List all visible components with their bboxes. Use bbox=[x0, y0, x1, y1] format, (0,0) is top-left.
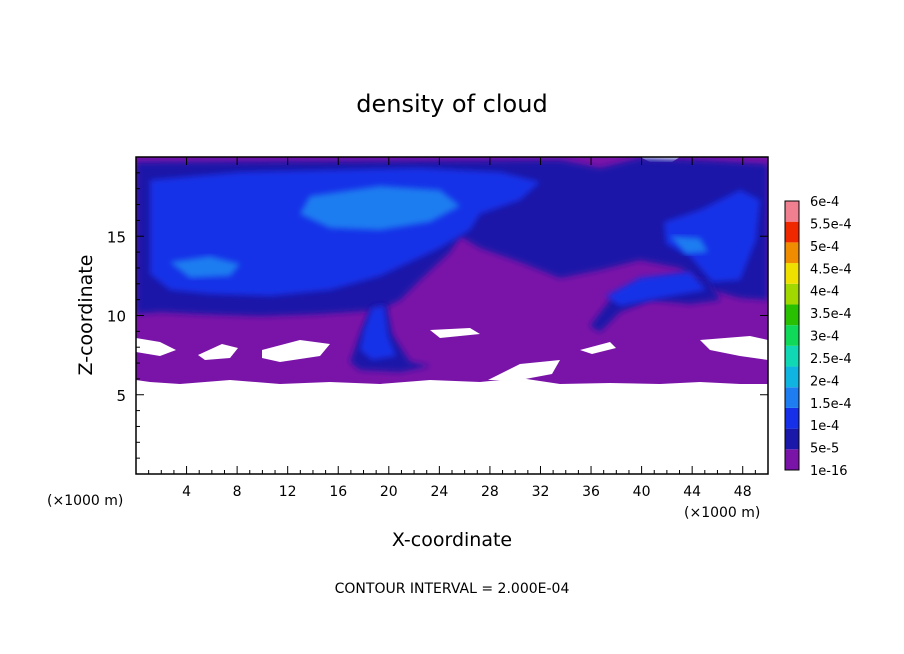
colorbar-frame bbox=[784, 200, 800, 471]
field-gap-low-4 bbox=[488, 360, 560, 380]
field-gap-low-5 bbox=[580, 342, 616, 354]
field-blue-core-right-plume bbox=[606, 272, 706, 306]
x-tick-label: 16 bbox=[329, 484, 347, 500]
colorbar-label: 3.5e-4 bbox=[810, 307, 852, 322]
colorbar: 1e-16 5e-5 1e-4 1.5e-4 2e-4 2.5e-4 3e-4 3.5e-4 4… bbox=[784, 195, 852, 479]
colorbar-label: 5e-5 bbox=[810, 442, 839, 457]
colorbar-label: 1.5e-4 bbox=[810, 397, 852, 412]
field-gap-low-1 bbox=[198, 344, 238, 360]
x-tick-label: 20 bbox=[380, 484, 398, 500]
x-tick-label: 28 bbox=[481, 484, 499, 500]
colorbar-swatch bbox=[785, 387, 799, 408]
y-axis-label: Z-coordinate bbox=[75, 255, 97, 376]
x-tick-label: 4 bbox=[182, 484, 191, 500]
colorbar-label: 5.5e-4 bbox=[810, 217, 852, 232]
field-gap-low-3 bbox=[430, 328, 480, 338]
colorbar-swatch bbox=[785, 407, 799, 429]
colorbar-swatch bbox=[785, 242, 799, 264]
x-tick-label: 44 bbox=[683, 484, 701, 500]
x-tick-label: 32 bbox=[532, 484, 550, 500]
field-blue-core-plume bbox=[360, 306, 396, 360]
colorbar-label: 3e-4 bbox=[810, 330, 839, 345]
field-gap-low-6 bbox=[700, 336, 768, 360]
field-gap-low-left bbox=[136, 338, 176, 356]
x-unit-right: (×1000 m) bbox=[684, 505, 760, 521]
colorbar-swatch bbox=[785, 221, 799, 243]
contour-interval-footer: CONTOUR INTERVAL = 2.000E-04 bbox=[335, 581, 570, 597]
colorbar-label: 1e-4 bbox=[810, 419, 839, 434]
colorbar-swatch bbox=[785, 325, 799, 346]
x-unit-left: (×1000 m) bbox=[47, 493, 123, 509]
x-tick-label: 8 bbox=[233, 484, 242, 500]
y-tick-label: 15 bbox=[107, 228, 126, 246]
field-lightblue-right bbox=[670, 236, 708, 254]
colorbar-label: 4.5e-4 bbox=[810, 262, 852, 277]
colorbar-label: 1e-16 bbox=[810, 464, 848, 479]
colorbar-label: 2.5e-4 bbox=[810, 352, 852, 367]
colorbar-label: 6e-4 bbox=[810, 195, 839, 210]
x-tick-label: 24 bbox=[430, 484, 448, 500]
colorbar-label: 4e-4 bbox=[810, 285, 839, 300]
field-gap-low-2 bbox=[262, 340, 330, 362]
colorbar-swatch bbox=[785, 449, 799, 470]
chart-title: density of cloud bbox=[356, 90, 547, 118]
colorbar-swatch bbox=[785, 428, 799, 450]
colorbar-swatch bbox=[785, 283, 799, 305]
field-blue-core-right bbox=[664, 190, 760, 282]
colorbar-swatch bbox=[785, 366, 799, 388]
x-tick-label: 40 bbox=[633, 484, 651, 500]
y-tick-label: 5 bbox=[116, 387, 126, 405]
heatmap-field bbox=[136, 157, 768, 384]
colorbar-swatch bbox=[785, 345, 799, 367]
field-lightblue-core bbox=[300, 186, 460, 230]
y-tick-label: 10 bbox=[107, 308, 126, 326]
field-lightblue-left bbox=[170, 256, 240, 278]
colorbar-swatch bbox=[785, 263, 799, 284]
x-axis-label: X-coordinate bbox=[392, 529, 512, 551]
x-tick-label: 48 bbox=[734, 484, 752, 500]
x-tick-label: 12 bbox=[279, 484, 297, 500]
colorbar-label: 5e-4 bbox=[810, 240, 839, 255]
colorbar-swatch bbox=[785, 304, 799, 326]
x-tick-label: 36 bbox=[582, 484, 600, 500]
colorbar-swatch bbox=[785, 201, 799, 222]
colorbar-label: 2e-4 bbox=[810, 374, 839, 389]
